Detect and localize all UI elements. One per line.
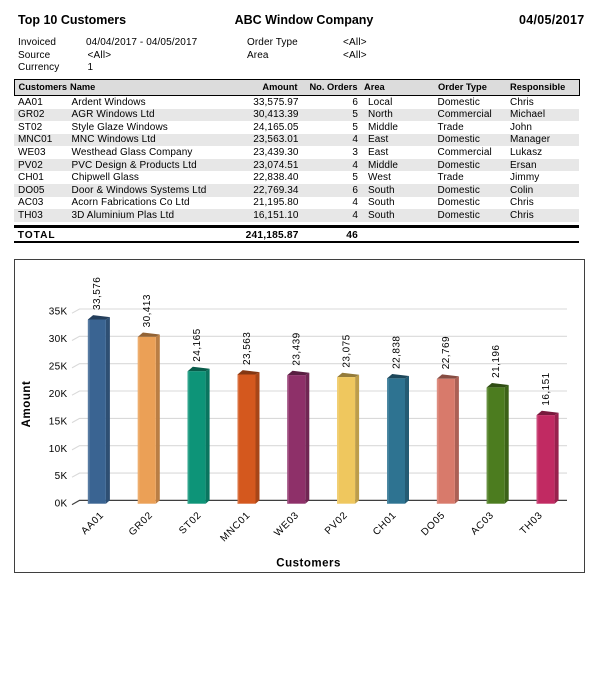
svg-text:22,838: 22,838 <box>391 336 402 369</box>
svg-text:Customers: Customers <box>276 558 341 570</box>
svg-text:30,413: 30,413 <box>142 294 153 327</box>
svg-text:Amount: Amount <box>21 381 33 428</box>
svg-text:22,769: 22,769 <box>441 336 452 369</box>
svg-text:20K: 20K <box>49 389 68 400</box>
svg-text:25K: 25K <box>49 362 68 373</box>
svg-text:23,563: 23,563 <box>242 332 253 365</box>
svg-text:24,165: 24,165 <box>192 328 203 361</box>
svg-text:30K: 30K <box>49 334 68 345</box>
svg-text:23,075: 23,075 <box>341 334 352 367</box>
svg-text:16,151: 16,151 <box>541 372 552 405</box>
svg-text:15K: 15K <box>49 416 68 427</box>
svg-text:0K: 0K <box>55 499 68 510</box>
svg-text:21,196: 21,196 <box>491 345 502 378</box>
svg-text:23,439: 23,439 <box>292 332 303 365</box>
svg-text:35K: 35K <box>49 307 68 318</box>
svg-text:5K: 5K <box>55 471 68 482</box>
svg-text:10K: 10K <box>49 444 68 455</box>
svg-text:33,576: 33,576 <box>92 277 103 310</box>
